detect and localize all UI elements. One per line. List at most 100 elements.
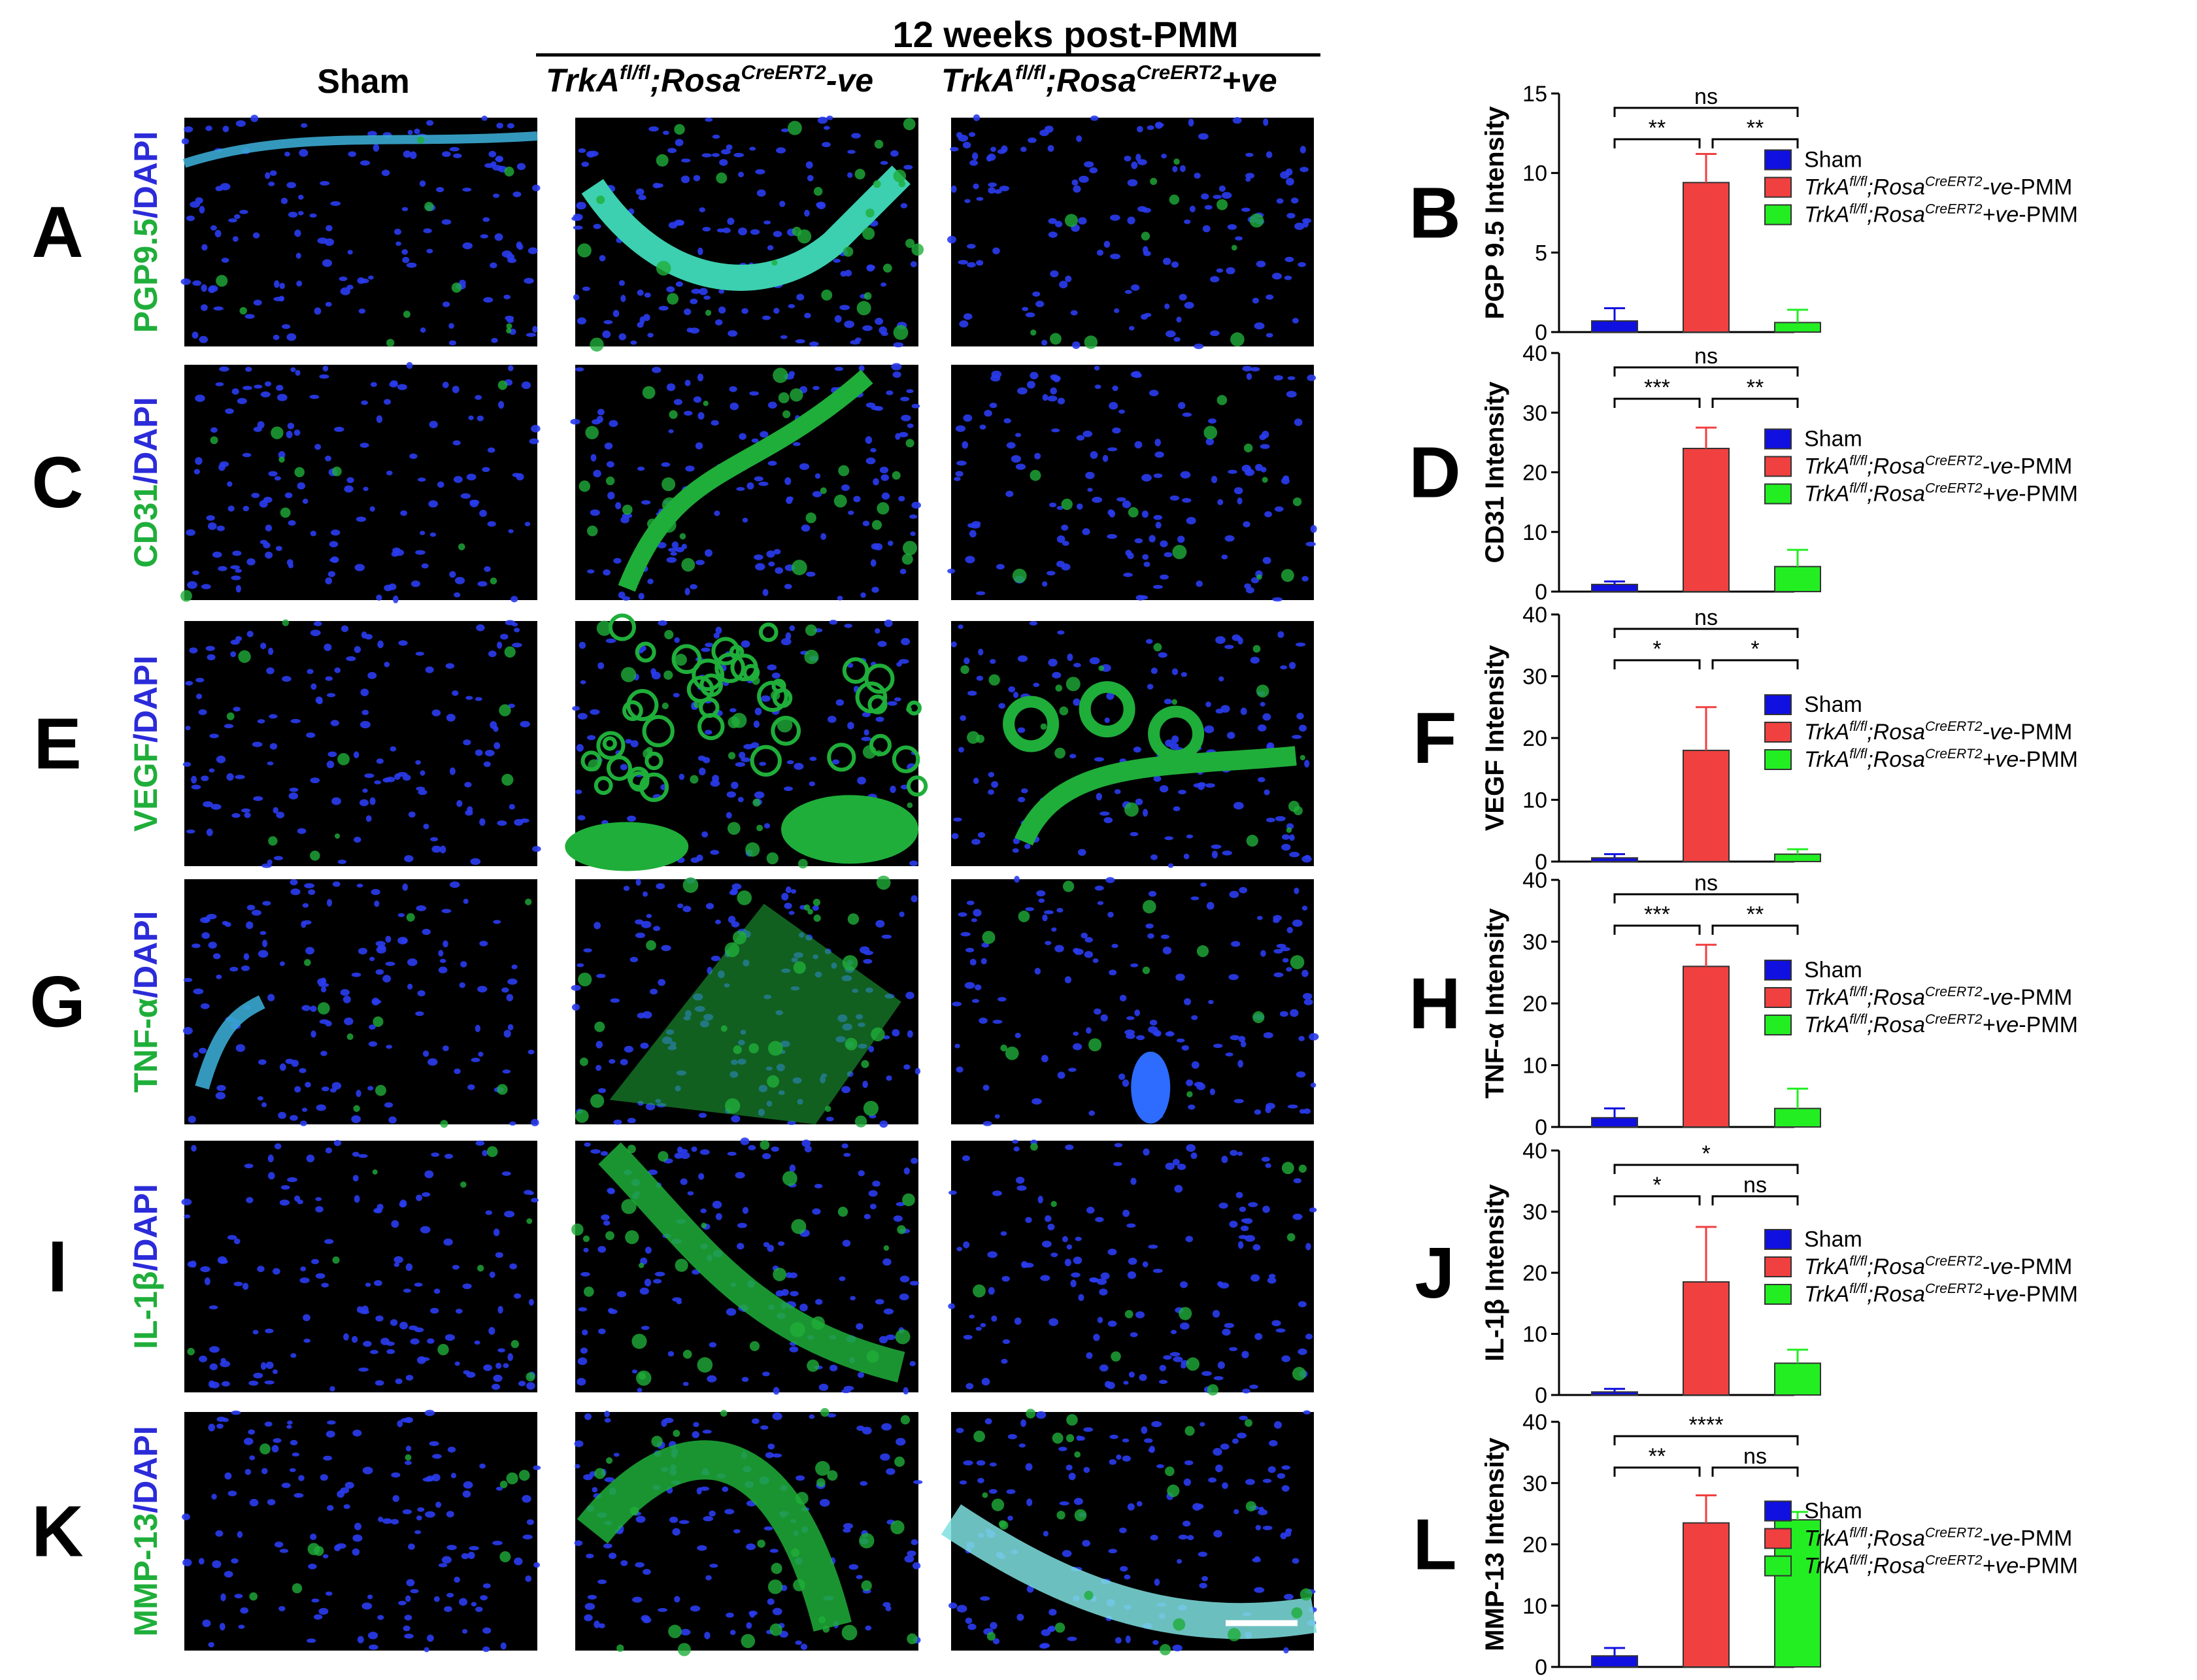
dapi-nucleus xyxy=(431,845,442,853)
dapi-nucleus xyxy=(354,1195,360,1203)
dapi-nucleus xyxy=(1260,467,1267,473)
dapi-nucleus xyxy=(788,911,795,915)
dapi-nucleus xyxy=(532,184,541,192)
dapi-nucleus xyxy=(367,131,377,137)
dapi-nucleus xyxy=(573,226,583,230)
marker-speck xyxy=(674,124,685,135)
marker-speck xyxy=(594,1468,606,1479)
marker-speck xyxy=(843,246,854,257)
dapi-nucleus xyxy=(576,201,586,210)
micrograph-I-sham xyxy=(181,1139,539,1392)
dapi-nucleus xyxy=(459,982,465,988)
dapi-nucleus xyxy=(433,1288,441,1294)
marker-speck xyxy=(813,915,821,922)
dapi-nucleus xyxy=(429,1441,439,1447)
marker-speck xyxy=(1088,686,1098,696)
dapi-nucleus xyxy=(812,491,822,497)
dapi-nucleus xyxy=(1178,402,1186,409)
dapi-nucleus xyxy=(1196,580,1203,587)
dapi-nucleus xyxy=(1025,312,1035,318)
dapi-nucleus xyxy=(733,152,745,158)
marker-speck xyxy=(771,1562,782,1574)
dapi-nucleus xyxy=(728,330,738,337)
dapi-nucleus xyxy=(622,512,633,519)
dapi-nucleus xyxy=(475,697,482,701)
dapi-nucleus xyxy=(509,1121,516,1126)
dapi-nucleus xyxy=(1215,636,1226,644)
dapi-nucleus xyxy=(310,1533,317,1540)
marker-speck xyxy=(638,1262,645,1268)
marker-speck xyxy=(1231,244,1237,251)
dapi-nucleus xyxy=(337,860,346,864)
dapi-nucleus xyxy=(896,662,902,667)
dapi-nucleus xyxy=(382,1518,392,1524)
dapi-nucleus xyxy=(238,1624,245,1629)
dapi-nucleus xyxy=(1300,146,1306,154)
marker-speck xyxy=(769,1623,782,1636)
dapi-nucleus xyxy=(675,281,683,287)
dapi-nucleus xyxy=(632,1596,643,1603)
marker-speck xyxy=(845,1037,858,1050)
dapi-nucleus xyxy=(976,1460,986,1466)
dapi-nucleus xyxy=(327,571,336,577)
dapi-nucleus xyxy=(422,1192,431,1197)
marker-speck xyxy=(741,1634,756,1649)
bar-sham xyxy=(1591,584,1638,592)
dapi-nucleus xyxy=(446,713,456,722)
marker-speck xyxy=(1227,1628,1241,1641)
dapi-nucleus xyxy=(1130,284,1140,291)
marker-speck xyxy=(636,1370,652,1386)
dapi-nucleus xyxy=(1006,442,1016,449)
marker-speck xyxy=(1252,645,1261,653)
dapi-nucleus xyxy=(358,947,368,955)
tissue-structure xyxy=(598,1142,905,1383)
dapi-nucleus xyxy=(360,443,369,448)
dapi-nucleus xyxy=(901,414,911,422)
dapi-nucleus xyxy=(397,384,407,390)
dapi-nucleus xyxy=(999,185,1010,192)
dapi-nucleus xyxy=(428,500,438,508)
dapi-nucleus xyxy=(360,688,369,697)
dapi-nucleus xyxy=(1257,724,1267,731)
dapi-nucleus xyxy=(1047,395,1058,402)
dapi-nucleus xyxy=(618,591,626,599)
dapi-nucleus xyxy=(1106,692,1115,700)
marker-speck xyxy=(317,1002,330,1015)
dapi-nucleus xyxy=(1103,817,1113,824)
dapi-nucleus xyxy=(575,789,582,794)
dapi-nucleus xyxy=(209,1346,220,1353)
dapi-nucleus xyxy=(722,227,731,233)
dapi-nucleus xyxy=(374,780,382,784)
dapi-nucleus xyxy=(492,193,500,198)
dapi-nucleus xyxy=(666,383,676,392)
dapi-nucleus xyxy=(1153,775,1162,782)
dapi-nucleus xyxy=(973,777,979,784)
dapi-nucleus xyxy=(1092,496,1103,503)
marker-speck xyxy=(1290,955,1305,969)
dapi-nucleus xyxy=(1155,522,1162,529)
dapi-nucleus xyxy=(1135,594,1145,601)
dapi-nucleus xyxy=(1130,1332,1138,1337)
dapi-nucleus xyxy=(1241,207,1250,212)
legend-label: TrkAfl/fl;RosaCreERT2+ve-PMM xyxy=(1804,481,2078,507)
marker-speck xyxy=(571,1223,584,1236)
dapi-nucleus xyxy=(310,630,321,637)
dapi-nucleus xyxy=(267,1154,274,1163)
dapi-nucleus xyxy=(776,147,786,154)
dapi-nucleus xyxy=(613,558,622,564)
dapi-nucleus xyxy=(992,1019,1003,1024)
dapi-nucleus xyxy=(218,565,227,571)
significance-bracket xyxy=(1613,1195,1701,1205)
dapi-nucleus xyxy=(438,950,444,957)
dapi-nucleus xyxy=(1089,1277,1098,1283)
y-tick-label: 40 xyxy=(1522,1410,1547,1435)
dapi-nucleus xyxy=(898,659,909,664)
dapi-nucleus xyxy=(261,1102,267,1107)
dapi-nucleus xyxy=(687,1191,694,1196)
marker-speck xyxy=(727,822,741,835)
y-tick-label: 0 xyxy=(1535,1115,1547,1140)
dapi-nucleus xyxy=(730,708,737,713)
column-label-negative: TrkAfl/fl;RosaCreERT2-ve xyxy=(546,61,873,99)
dapi-nucleus xyxy=(887,701,897,706)
y-tick-label: 40 xyxy=(1522,341,1547,366)
